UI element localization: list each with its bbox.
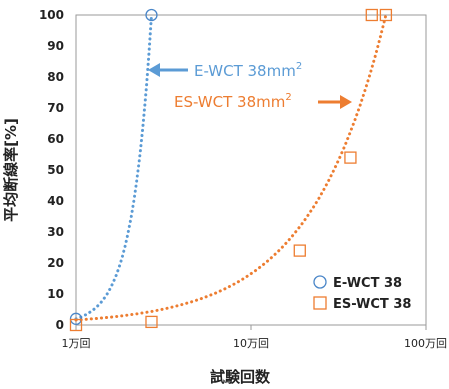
y-tick-label: 80 xyxy=(47,70,64,84)
y-tick-label: 30 xyxy=(47,225,64,239)
legend: E-WCT 38 ES-WCT 38 xyxy=(313,275,411,312)
y-tick-label: 10 xyxy=(47,287,64,301)
data-point-square xyxy=(145,315,158,329)
x-tick-label: 1万回 xyxy=(62,337,91,350)
legend-label: ES-WCT 38 xyxy=(333,297,411,312)
y-tick-label: 40 xyxy=(47,194,64,208)
data-point-square xyxy=(344,151,357,164)
x-tick-label: 100万回 xyxy=(404,337,447,350)
data-point-circle xyxy=(145,8,158,22)
data-point-square xyxy=(365,8,378,22)
data-point-square xyxy=(293,244,306,257)
annotation-arrow-head xyxy=(148,63,160,77)
x-axis-title: 試験回数 xyxy=(210,368,271,386)
legend-marker-circle xyxy=(313,275,327,289)
legend-marker-square xyxy=(313,296,327,310)
legend-label: E-WCT 38 xyxy=(333,276,402,291)
data-point-square xyxy=(69,318,83,332)
y-tick-label: 60 xyxy=(47,132,64,146)
y-tick-label: 100 xyxy=(39,8,64,22)
data-points xyxy=(69,8,393,332)
annotation-e-wct: E-WCT 38mm2 xyxy=(194,61,302,80)
trendline xyxy=(74,13,153,321)
data-point-circle xyxy=(69,312,83,325)
x-axis: 1万回 10万回 100万回 xyxy=(62,325,447,350)
y-axis: 0 10 20 30 40 50 60 70 80 90 100 xyxy=(39,8,64,332)
y-tick-label: 90 xyxy=(47,39,64,53)
y-axis-title: 平均断線率[%] xyxy=(2,118,20,222)
y-tick-label: 0 xyxy=(56,318,64,332)
data-point-square xyxy=(379,8,393,22)
y-tick-label: 70 xyxy=(47,101,64,115)
annotation-arrow-head xyxy=(340,95,352,109)
y-tick-label: 20 xyxy=(47,256,64,270)
annotations: E-WCT 38mm2 ES-WCT 38mm2 xyxy=(148,61,352,111)
annotation-es-wct: ES-WCT 38mm2 xyxy=(174,92,292,111)
x-tick-label: 10万回 xyxy=(233,337,269,350)
trendlines xyxy=(74,13,388,322)
trendline xyxy=(74,13,388,322)
y-tick-label: 50 xyxy=(47,163,64,177)
